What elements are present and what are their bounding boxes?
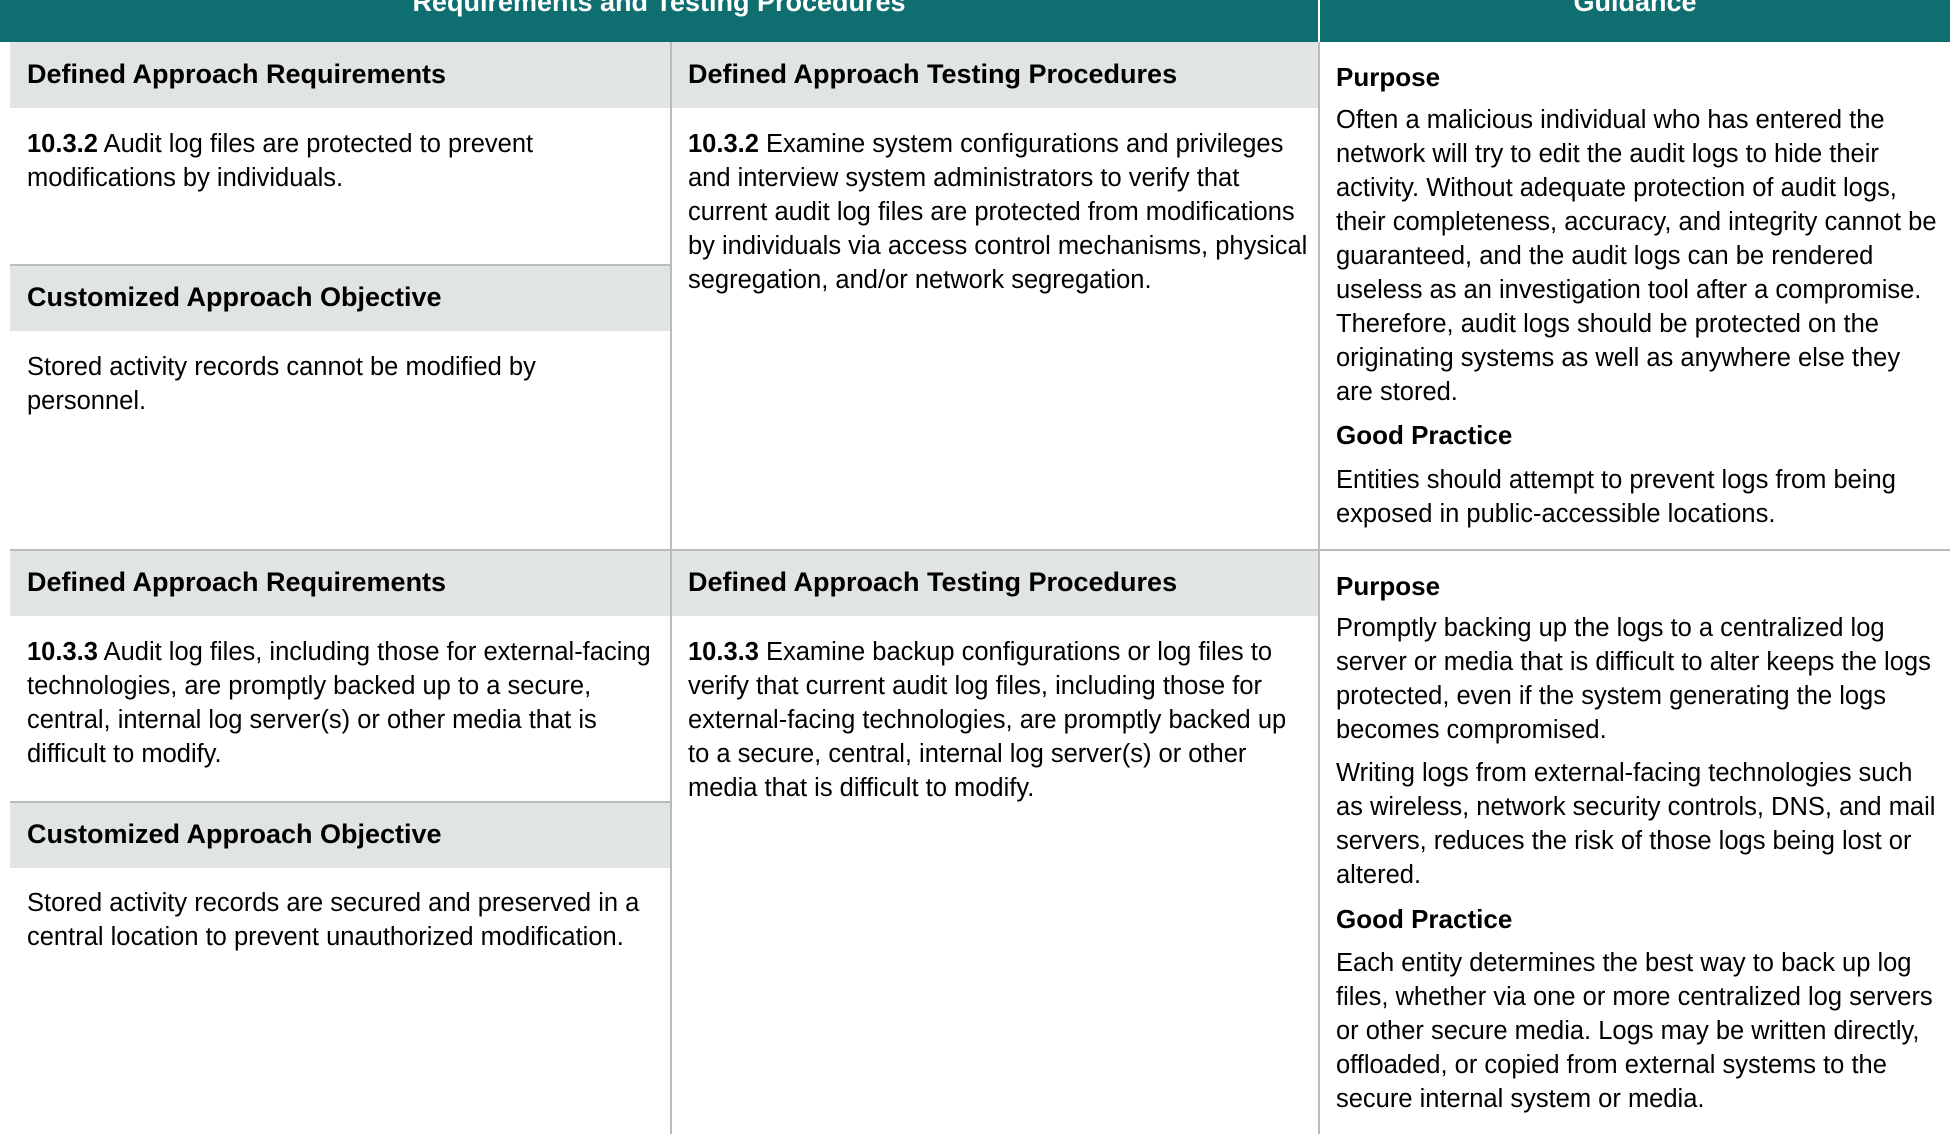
objective-heading-band-fill (10, 266, 670, 331)
testing-text: 10.3.2 Examine system configurations and… (688, 127, 1308, 297)
testing-text: 10.3.3 Examine backup configurations or … (688, 635, 1308, 805)
purpose-heading: Purpose (1336, 571, 1441, 601)
column-divider-1 (670, 42, 672, 1134)
good-practice-heading: Good Practice (1336, 420, 1513, 450)
requirement-number: 10.3.3 (27, 638, 98, 666)
column-divider-2 (1318, 42, 1320, 1134)
table-header: Requirements and Testing Procedures Guid… (0, 0, 1950, 42)
requirement-number: 10.3.2 (27, 130, 98, 158)
requirement-body: Audit log files are protected to prevent… (27, 130, 534, 192)
testing-number: 10.3.3 (688, 638, 759, 666)
purpose-heading: Purpose (1336, 62, 1441, 92)
good-practice-paragraph: Entities should attempt to prevent logs … (1336, 466, 1896, 528)
purpose-paragraph: Writing logs from external-facing techno… (1336, 759, 1936, 889)
requirements-heading-band (10, 42, 670, 108)
objective-heading: Customized Approach Objective (27, 819, 442, 849)
requirement-text: 10.3.2 Audit log files are protected to … (27, 127, 657, 195)
requirements-heading: Defined Approach Requirements (27, 59, 447, 89)
testing-body: Examine system configurations and privil… (688, 130, 1308, 294)
testing-heading-band (672, 551, 1318, 616)
header-requirements-title: Requirements and Testing Procedures (412, 0, 906, 17)
purpose-paragraph: Often a malicious individual who has ent… (1336, 106, 1937, 406)
requirement-text: 10.3.3 Audit log files, including those … (27, 635, 667, 771)
testing-number: 10.3.2 (688, 130, 759, 158)
testing-body: Examine backup configurations or log fil… (688, 638, 1287, 802)
testing-heading-band (672, 42, 1318, 108)
objective-divider-row2 (10, 801, 670, 803)
purpose-paragraph: Promptly backing up the logs to a centra… (1336, 614, 1931, 744)
requirements-heading: Defined Approach Requirements (27, 567, 447, 597)
requirement-body: Audit log files, including those for ext… (27, 638, 651, 768)
header-divider (1318, 0, 1320, 42)
objective-divider-row1 (10, 264, 670, 266)
objective-text: Stored activity records are secured and … (27, 889, 640, 951)
row-divider (10, 549, 1950, 551)
testing-heading: Defined Approach Testing Procedures (688, 567, 1178, 597)
good-practice-paragraph: Each entity determines the best way to b… (1336, 949, 1933, 1113)
header-guidance-title: Guidance (1573, 0, 1697, 17)
objective-heading-band (10, 803, 670, 868)
objective-text: Stored activity records cannot be modifi… (27, 353, 536, 415)
testing-heading: Defined Approach Testing Procedures (688, 59, 1178, 89)
requirements-heading-band (10, 551, 670, 616)
objective-heading: Customized Approach Objective (27, 282, 442, 312)
good-practice-heading: Good Practice (1336, 904, 1513, 934)
